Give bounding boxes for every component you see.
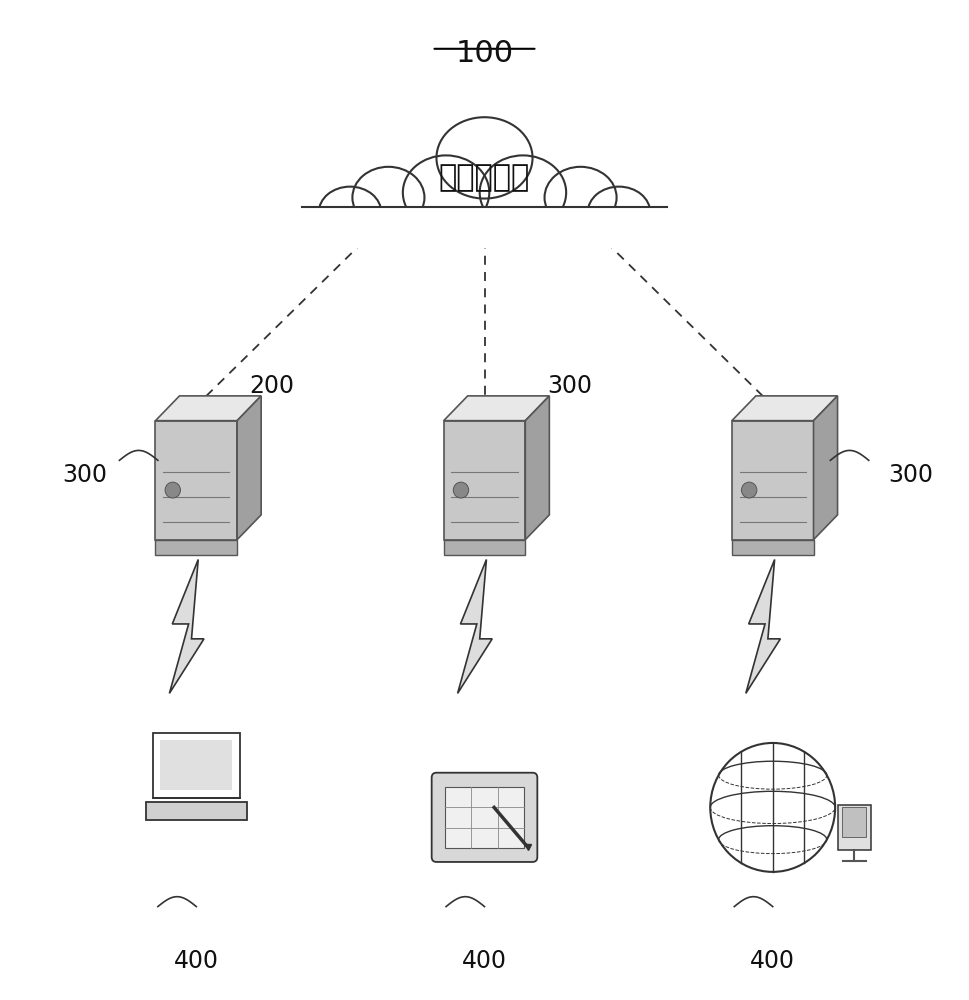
Ellipse shape: [319, 187, 381, 238]
Polygon shape: [155, 421, 237, 540]
Polygon shape: [444, 540, 525, 555]
Polygon shape: [525, 396, 549, 540]
Circle shape: [741, 482, 757, 498]
Ellipse shape: [436, 117, 533, 199]
Polygon shape: [146, 802, 247, 820]
Text: 300: 300: [888, 463, 933, 487]
Text: 400: 400: [173, 949, 219, 973]
Circle shape: [710, 743, 835, 872]
Polygon shape: [444, 421, 525, 540]
Text: 100: 100: [455, 39, 514, 68]
Text: 300: 300: [62, 463, 107, 487]
Bar: [445, 787, 524, 848]
Polygon shape: [153, 733, 239, 798]
Text: 400: 400: [462, 949, 507, 973]
Text: 边缘云平台: 边缘云平台: [439, 163, 530, 192]
Polygon shape: [444, 396, 549, 421]
Text: 300: 300: [547, 374, 592, 398]
Polygon shape: [746, 560, 780, 693]
Polygon shape: [160, 740, 233, 790]
Polygon shape: [732, 396, 837, 421]
Polygon shape: [457, 560, 492, 693]
Polygon shape: [732, 421, 814, 540]
Polygon shape: [170, 560, 204, 693]
Ellipse shape: [480, 155, 566, 230]
Polygon shape: [814, 396, 837, 540]
Ellipse shape: [353, 167, 424, 228]
Polygon shape: [732, 540, 814, 555]
Text: 200: 200: [249, 374, 295, 398]
Bar: [837, 805, 871, 850]
Bar: [842, 807, 866, 837]
Circle shape: [165, 482, 180, 498]
Polygon shape: [237, 396, 261, 540]
Polygon shape: [155, 396, 261, 421]
Ellipse shape: [588, 187, 650, 238]
Ellipse shape: [403, 155, 489, 230]
Bar: [302, 207, 667, 247]
FancyBboxPatch shape: [431, 773, 538, 862]
Text: 400: 400: [750, 949, 796, 973]
Polygon shape: [155, 540, 237, 555]
Ellipse shape: [545, 167, 616, 228]
Circle shape: [453, 482, 469, 498]
